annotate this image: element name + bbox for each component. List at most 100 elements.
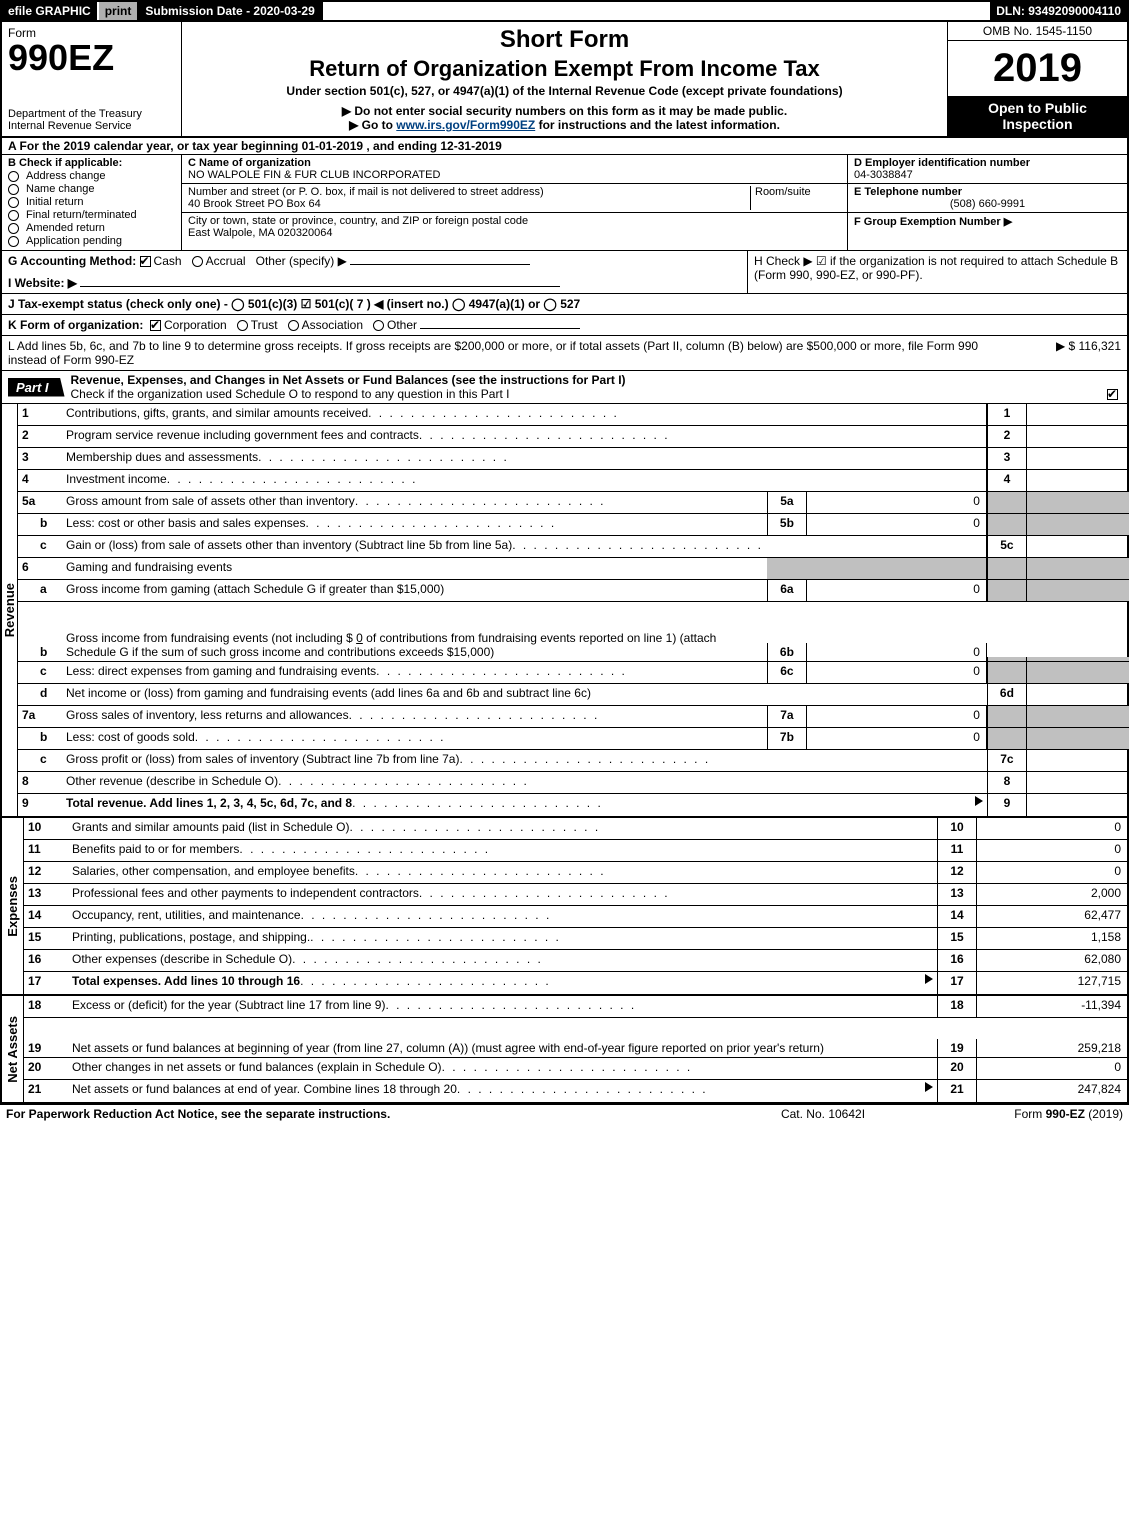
dots-icon [278, 774, 983, 788]
footer-right-bold: 990-EZ [1046, 1107, 1085, 1121]
ln-right-num: 17 [937, 972, 977, 994]
dots-icon [258, 450, 763, 464]
dots-icon [349, 708, 763, 722]
chk-address-change[interactable]: Address change [8, 170, 175, 182]
g-other-input[interactable] [350, 264, 530, 265]
ln-right-num: 13 [937, 884, 977, 905]
j-text: J Tax-exempt status (check only one) - ◯… [8, 297, 580, 311]
revenue-section: Revenue 1 Contributions, gifts, grants, … [2, 404, 1127, 818]
checkbox-corp-icon[interactable] [150, 320, 161, 331]
header-center: Short Form Return of Organization Exempt… [182, 22, 947, 136]
chk-name-change[interactable]: Name change [8, 183, 175, 195]
ln-amount: 0 [1027, 684, 1129, 705]
ln-mid-num: 7b [767, 728, 807, 749]
ln-6b-val: 0 [356, 631, 363, 645]
ln-mid-num: 5b [767, 514, 807, 535]
ln-desc: Net assets or fund balances at beginning… [68, 1039, 937, 1057]
ln-amount: 0 [1027, 536, 1129, 557]
ln-right-num: 15 [937, 928, 977, 949]
goto-line: ▶ Go to www.irs.gov/Form990EZ for instru… [349, 118, 780, 132]
triangle-icon [925, 974, 933, 984]
ln-mid-amount: 0 [807, 580, 987, 601]
ln-desc: Excess or (deficit) for the year (Subtra… [72, 998, 385, 1012]
ln-mid-amount: 0 [807, 643, 987, 661]
ein-row: D Employer identification number 04-3038… [848, 155, 1127, 184]
page-footer: For Paperwork Reduction Act Notice, see … [0, 1104, 1129, 1123]
submission-date-badge: Submission Date - 2020-03-29 [139, 2, 322, 20]
dots-icon [442, 1060, 933, 1074]
ln-desc: Occupancy, rent, utilities, and maintena… [72, 908, 301, 922]
triangle-icon [925, 1082, 933, 1092]
radio-trust-icon[interactable] [237, 320, 248, 331]
schedule-o-checkbox-icon[interactable] [1107, 389, 1118, 400]
ln-right-num: 5c [987, 536, 1027, 557]
print-button[interactable]: print [99, 2, 140, 20]
row-j: J Tax-exempt status (check only one) - ◯… [2, 294, 1127, 315]
chk-application-pending[interactable]: Application pending [8, 235, 175, 247]
ln-6b-d1: Gross income from fundraising events (no… [66, 631, 356, 645]
ln-num: 11 [24, 840, 68, 861]
ln-right-num: 11 [937, 840, 977, 861]
column-d: D Employer identification number 04-3038… [847, 155, 1127, 250]
ln-mid-amount: 0 [807, 492, 987, 513]
ln-desc: Other revenue (describe in Schedule O) [66, 774, 278, 788]
column-c: C Name of organization NO WALPOLE FIN & … [182, 155, 847, 250]
do-not-enter-text: ▶ Do not enter social security numbers o… [342, 104, 787, 118]
radio-other-icon[interactable] [373, 320, 384, 331]
ln-num: 14 [24, 906, 68, 927]
ln-amount: 0 [977, 862, 1127, 883]
ln-amount-shade [1027, 662, 1129, 683]
dots-icon [292, 952, 933, 966]
line-16: 16 Other expenses (describe in Schedule … [24, 950, 1127, 972]
ln-amount-shade [1027, 706, 1129, 727]
dept-line-2: Internal Revenue Service [8, 120, 175, 132]
expenses-lines: 10 Grants and similar amounts paid (list… [24, 818, 1127, 994]
opt-label: Application pending [26, 235, 122, 247]
ln-num: 13 [24, 884, 68, 905]
ln-desc: Salaries, other compensation, and employ… [72, 864, 355, 878]
ln-desc: Investment income [66, 472, 167, 486]
ln-desc-6b: Gross income from fundraising events (no… [62, 629, 767, 661]
ln-amount: 2,400 [1027, 772, 1129, 793]
dots-icon [376, 664, 763, 678]
checkbox-cash-icon[interactable] [140, 256, 151, 267]
radio-icon [8, 223, 19, 234]
line-10: 10 Grants and similar amounts paid (list… [24, 818, 1127, 840]
ln-amount: 62,477 [977, 906, 1127, 927]
chk-initial-return[interactable]: Initial return [8, 196, 175, 208]
ln-desc: Grants and similar amounts paid (list in… [72, 820, 349, 834]
ln-num: b [18, 514, 62, 535]
radio-accrual-icon[interactable] [192, 256, 203, 267]
group-exemption-row: F Group Exemption Number ▶ [848, 213, 1127, 250]
dots-icon [419, 428, 763, 442]
k-other-input[interactable] [420, 328, 580, 329]
ln-amount: 0 [977, 1058, 1127, 1079]
irs-link[interactable]: www.irs.gov/Form990EZ [396, 118, 535, 132]
chk-amended-return[interactable]: Amended return [8, 222, 175, 234]
opt-label: Amended return [26, 222, 105, 234]
efile-label: efile GRAPHIC [2, 2, 99, 20]
opt-label: Final return/terminated [26, 209, 137, 221]
chk-final-return[interactable]: Final return/terminated [8, 209, 175, 221]
ln-amount-shade [1027, 580, 1129, 601]
form-container: Form 990EZ Department of the Treasury In… [0, 20, 1129, 1104]
l-text: L Add lines 5b, 6c, and 7b to line 9 to … [8, 339, 991, 367]
form-number: 990EZ [8, 40, 175, 76]
dln-badge: DLN: 93492090004110 [990, 2, 1127, 20]
website-input[interactable] [80, 286, 560, 287]
k-corp: Corporation [164, 318, 227, 332]
ln-desc: Gross sales of inventory, less returns a… [66, 708, 349, 722]
ln-desc: Gaming and fundraising events [62, 558, 767, 579]
org-name-label: C Name of organization [188, 157, 841, 169]
opt-label: Address change [26, 170, 106, 182]
line-3: 3 Membership dues and assessments 3 26,1… [18, 448, 1129, 470]
ln-right-num: 19 [937, 1039, 977, 1057]
footer-right-post: (2019) [1085, 1107, 1123, 1121]
col-b-title: B Check if applicable: [8, 157, 175, 169]
radio-assoc-icon[interactable] [288, 320, 299, 331]
ln-desc: Less: cost or other basis and sales expe… [66, 516, 305, 530]
radio-icon [8, 210, 19, 221]
org-name-row: C Name of organization NO WALPOLE FIN & … [182, 155, 847, 184]
return-title: Return of Organization Exempt From Incom… [309, 56, 820, 82]
under-section-text: Under section 501(c), 527, or 4947(a)(1)… [286, 84, 842, 98]
